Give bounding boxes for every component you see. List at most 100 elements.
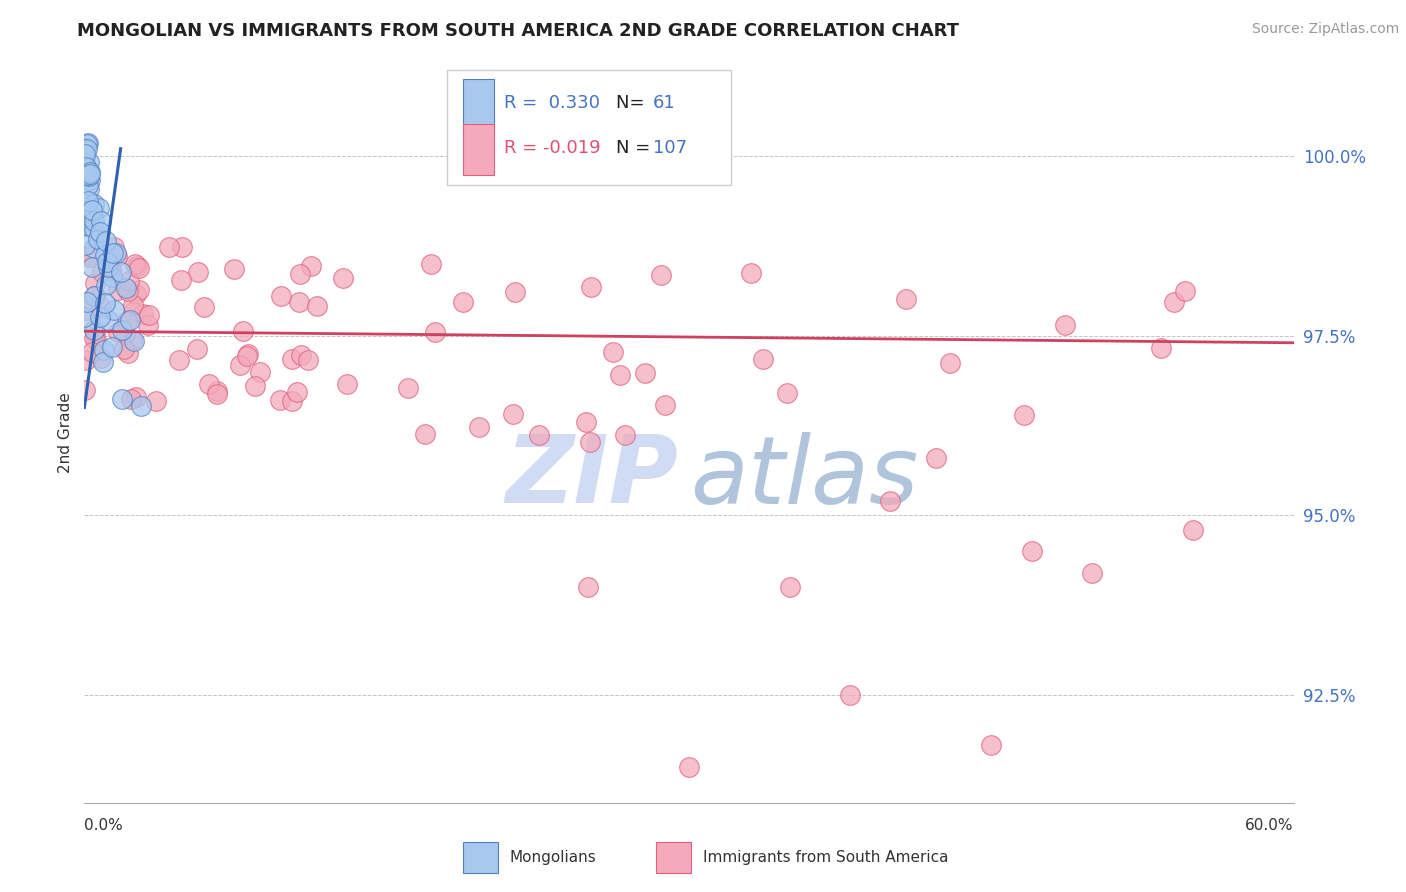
Text: R = -0.019: R = -0.019 [503,138,600,157]
Point [170,240,193,254]
Point [111,323,134,337]
Point [285,385,308,400]
Point [97,313,120,327]
Point [527,428,550,442]
Point [467,420,489,434]
Point [229,358,252,372]
Point [83,325,105,339]
Point [76,136,98,151]
Point [91,265,114,279]
Point [83,241,105,255]
Point [97,260,120,274]
Point [1174,285,1197,299]
Point [779,580,801,594]
Point [288,295,311,310]
Point [77,194,100,208]
Point [145,394,167,409]
Point [579,435,602,450]
Point [103,240,125,254]
Point [128,283,150,297]
Point [76,169,98,184]
Point [118,275,141,289]
Point [505,285,527,299]
Point [115,314,138,328]
Point [613,427,636,442]
Point [83,289,105,303]
Point [110,265,132,279]
Point [576,580,599,594]
Point [83,331,105,345]
Point [76,295,98,310]
Point [281,394,304,409]
Point [127,259,149,273]
Point [94,296,117,310]
FancyBboxPatch shape [657,842,692,873]
Point [129,400,152,414]
Point [105,249,128,263]
Point [77,248,100,262]
Point [77,169,100,184]
Point [602,345,624,359]
Point [169,353,191,368]
Point [299,259,322,273]
Point [73,310,96,325]
Point [80,260,103,275]
Point [79,173,101,187]
Point [232,324,254,338]
Point [83,289,105,303]
Point [76,161,98,176]
Point [305,299,328,313]
FancyBboxPatch shape [463,124,495,175]
Point [332,271,354,285]
Point [186,342,208,356]
Point [79,165,101,179]
Point [879,494,901,508]
Point [1081,566,1104,580]
Text: N =: N = [616,138,651,157]
Point [236,349,259,363]
Y-axis label: 2nd Grade: 2nd Grade [58,392,73,473]
Point [1150,341,1173,355]
Point [107,283,129,297]
Point [633,367,655,381]
Point [336,376,359,391]
Point [80,202,103,217]
Point [193,300,215,314]
Point [425,325,447,339]
Point [396,381,419,395]
Point [575,415,598,429]
Point [609,368,631,382]
Point [83,196,105,211]
Point [128,261,150,276]
Point [125,287,148,301]
Point [112,342,135,356]
Point [76,143,98,157]
Point [83,276,105,290]
Text: Mongolians: Mongolians [510,850,596,865]
Point [75,352,97,367]
Point [76,168,98,182]
Point [77,178,100,193]
Point [120,392,142,406]
FancyBboxPatch shape [447,70,731,185]
Point [93,343,115,358]
Point [290,349,312,363]
Point [925,451,948,466]
Point [740,266,762,280]
Point [73,147,96,161]
Point [132,307,155,321]
Point [169,273,191,287]
Point [245,379,267,393]
Point [198,377,221,392]
Point [83,205,105,219]
Point [117,285,139,299]
Point [502,408,524,422]
Point [76,302,98,317]
Point [79,209,101,223]
Point [75,161,97,175]
Point [75,383,97,397]
FancyBboxPatch shape [463,842,498,873]
Point [138,308,160,322]
Text: Immigrants from South America: Immigrants from South America [703,850,949,865]
Point [413,426,436,441]
